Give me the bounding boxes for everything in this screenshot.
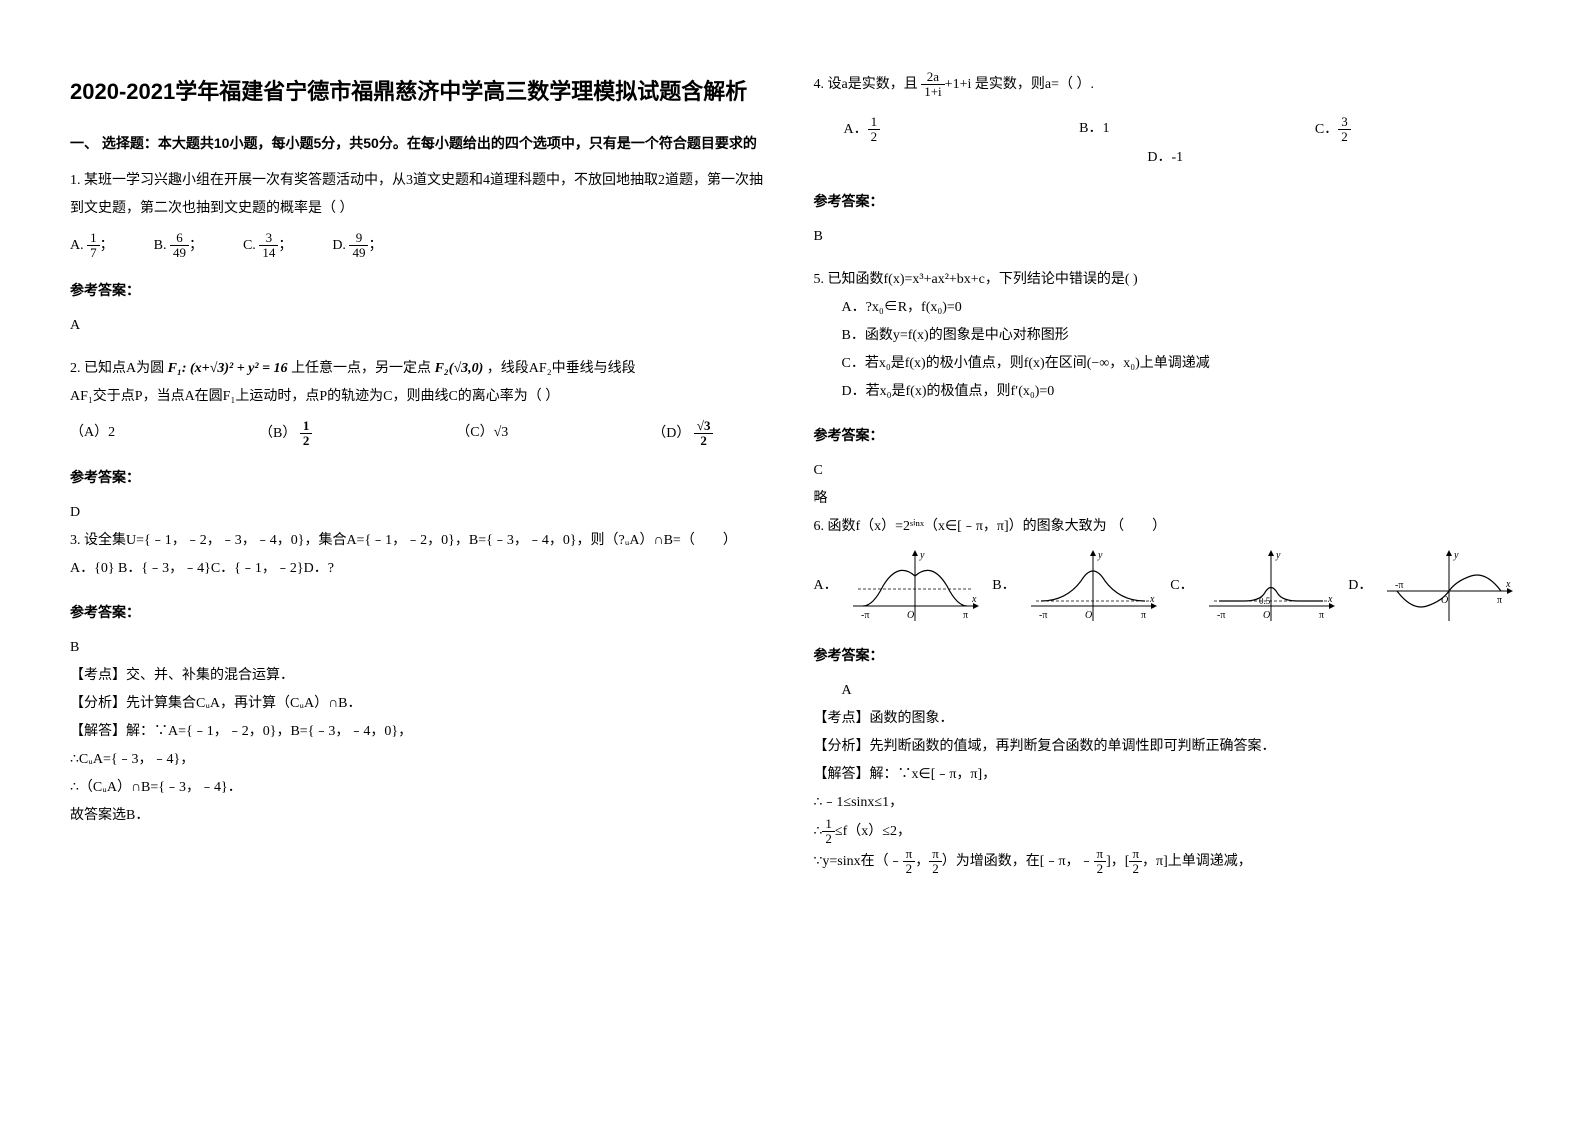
q6-answer-label: 参考答案：: [814, 641, 1518, 669]
q2-line2: AF₁交于点P，当点A在圆F₁上运动时，点P的轨迹为C，则曲线C的离心率为（ ）: [70, 383, 774, 411]
svg-text:-π: -π: [1039, 610, 1047, 621]
svg-text:y: y: [1453, 550, 1459, 561]
svg-text:-π: -π: [1395, 580, 1403, 591]
q6-graph-c: 0.5 -ππ O y x: [1204, 546, 1339, 626]
column-left: 2020-2021学年福建省宁德市福鼎慈济中学高三数学理模拟试题含解析 一、 选…: [50, 70, 794, 1092]
q3-exp5: ∴（CᵤA）∩B={﹣3，﹣4}．: [70, 774, 774, 802]
q6-graph-d: -π π O y x: [1382, 546, 1517, 626]
q6-opt-c-label: C．: [1170, 572, 1193, 600]
q2-opt-d: （D） √32: [652, 419, 713, 449]
q4-opt-a: A．12: [814, 115, 1046, 145]
q2-eq: F₁: (x+√3)² + y² = 16: [168, 361, 288, 376]
q2-opt-c: （C）√3: [456, 419, 508, 447]
q4-fraction: 2a1+i: [921, 70, 944, 100]
q5-text: 5. 已知函数f(x)=x³+ax²+bx+c，下列结论中错误的是( ): [814, 266, 1518, 294]
q6-graph-b: -π π O y x: [1026, 546, 1161, 626]
q4-opt-c: C．32: [1285, 115, 1517, 145]
svg-text:y: y: [1097, 550, 1103, 561]
q4-answer-label: 参考答案：: [814, 187, 1518, 215]
q6-opt-b-label: B．: [992, 572, 1015, 600]
q3-exp6: 故答案选B．: [70, 802, 774, 830]
q1-answer-label: 参考答案：: [70, 276, 774, 304]
q3-options: A．{0} B．{﹣3，﹣4}C．{﹣1，﹣2}D．?: [70, 555, 774, 583]
svg-text:y: y: [919, 550, 925, 561]
q5-opt-b: B．函数y=f(x)的图象是中心对称图形: [814, 322, 1518, 350]
q6-exp4: ∴﹣1≤sinx≤1，: [814, 789, 1518, 817]
q6-exp6: ∵y=sinx在（﹣π2，π2）为增函数，在[﹣π，﹣π2]，[π2，π]上单调…: [814, 847, 1518, 877]
q4-opt-b: B．1: [1049, 115, 1281, 143]
svg-text:π: π: [1319, 610, 1324, 621]
page-title: 2020-2021学年福建省宁德市福鼎慈济中学高三数学理模拟试题含解析: [70, 70, 774, 114]
q3-text: 3. 设全集U={﹣1，﹣2，﹣3，﹣4，0}，集合A={﹣1，﹣2，0}，B=…: [70, 527, 774, 555]
q1-opt-a: A. 17；: [70, 231, 114, 261]
q5-answer-label: 参考答案：: [814, 421, 1518, 449]
svg-text:π: π: [963, 610, 968, 621]
q6-text: 6. 函数f（x）=2ˢⁱⁿˣ（x∈[﹣π，π]）的图象大致为 （ ）: [814, 513, 1518, 541]
q2-f2: F₂(√3,0): [435, 361, 484, 376]
q6-graph-a: -π π O y x: [848, 546, 983, 626]
q4-options-row1: A．12 B．1 C．32: [814, 115, 1518, 145]
q4-opt-d: D．-1: [814, 144, 1518, 172]
q2-opt-b: （B） 12: [259, 419, 312, 449]
q1-opt-b: B. 649；: [154, 231, 203, 261]
q1-opt-d: D. 949；: [332, 231, 382, 261]
q3-answer: B: [70, 634, 774, 662]
q1-answer: A: [70, 312, 774, 340]
q5-opt-c: C．若x₀是f(x)的极小值点，则f(x)在区间(−∞，x₀)上单调递减: [814, 350, 1518, 378]
q6-opt-d-label: D．: [1348, 572, 1372, 600]
svg-text:O: O: [907, 610, 914, 621]
svg-text:O: O: [1263, 610, 1270, 621]
q6-answer: A: [814, 677, 1518, 705]
q5-answer: C: [814, 457, 1518, 485]
q2-answer: D: [70, 499, 774, 527]
svg-text:y: y: [1275, 550, 1281, 561]
q4-text: 4. 设a是实数，且 2a1+i+1+i 是实数，则a=（ ）.: [814, 70, 1518, 100]
q5-omit: 略: [814, 485, 1518, 513]
q3-exp3: 【解答】解：∵A={﹣1，﹣2，0}，B={﹣3，﹣4，0}，: [70, 718, 774, 746]
svg-text:x: x: [971, 594, 977, 605]
q6-graphs: A． -π π O y x B． -π π O y x C．: [814, 546, 1518, 626]
q1-options: A. 17； B. 649； C. 314； D. 949；: [70, 231, 774, 261]
q6-opt-a-label: A．: [814, 572, 838, 600]
svg-text:-π: -π: [1217, 610, 1225, 621]
svg-text:-π: -π: [861, 610, 869, 621]
svg-text:x: x: [1327, 594, 1333, 605]
q2-options: （A）2 （B） 12 （C）√3 （D） √32: [70, 419, 774, 449]
q3-exp4: ∴CᵤA={﹣3，﹣4}，: [70, 746, 774, 774]
svg-text:x: x: [1505, 579, 1511, 590]
q4-answer: B: [814, 223, 1518, 251]
q5-opt-d: D．若x₀是f(x)的极值点，则f′(x₀)=0: [814, 378, 1518, 406]
q6-exp2: 【分析】先判断函数的值域，再判断复合函数的单调性即可判断正确答案．: [814, 733, 1518, 761]
q5-opt-a: A．?x₀∈R，f(x₀)=0: [814, 294, 1518, 322]
q6-exp5: ∴12≤f（x）≤2，: [814, 817, 1518, 847]
svg-text:O: O: [1441, 595, 1448, 606]
section-1-heading: 一、 选择题：本大题共10小题，每小题5分，共50分。在每小题给出的四个选项中，…: [70, 129, 774, 157]
q2-opt-a: （A）2: [70, 419, 115, 447]
q1-opt-c: C. 314；: [243, 231, 292, 261]
svg-text:x: x: [1149, 594, 1155, 605]
q2-answer-label: 参考答案：: [70, 463, 774, 491]
q6-exp1: 【考点】函数的图象．: [814, 705, 1518, 733]
q1-text: 1. 某班一学习兴趣小组在开展一次有奖答题活动中，从3道文史题和4道理科题中，不…: [70, 167, 774, 223]
svg-text:O: O: [1085, 610, 1092, 621]
q3-answer-label: 参考答案：: [70, 598, 774, 626]
q6-exp3: 【解答】解：∵x∈[﹣π，π]，: [814, 761, 1518, 789]
column-right: 4. 设a是实数，且 2a1+i+1+i 是实数，则a=（ ）. A．12 B．…: [794, 70, 1538, 1092]
q2-text: 2. 已知点A为圆 F₁: (x+√3)² + y² = 16 上任意一点，另一…: [70, 355, 774, 383]
svg-text:π: π: [1497, 595, 1502, 606]
q3-exp1: 【考点】交、并、补集的混合运算．: [70, 662, 774, 690]
q3-exp2: 【分析】先计算集合CᵤA，再计算（CᵤA）∩B．: [70, 690, 774, 718]
svg-text:π: π: [1141, 610, 1146, 621]
